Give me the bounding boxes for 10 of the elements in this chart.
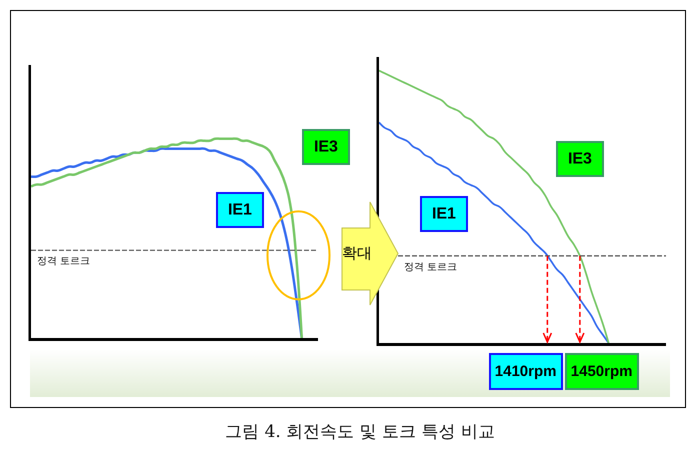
caption: 그림 4. 회전속도 및 토크 특성 비교 xyxy=(224,421,496,443)
ref-line-label: 정격 토르크 xyxy=(404,262,458,273)
series-label: IE1 xyxy=(228,202,252,218)
text: 확대 xyxy=(341,242,373,264)
text: 1450rpm xyxy=(564,353,639,390)
text: 1410rpm xyxy=(488,353,563,390)
text: IE3 xyxy=(314,138,338,156)
text: IE3 xyxy=(568,150,592,168)
ref-line-label: 정격 토르크 xyxy=(37,256,90,267)
series-label: IE1 xyxy=(432,206,456,222)
